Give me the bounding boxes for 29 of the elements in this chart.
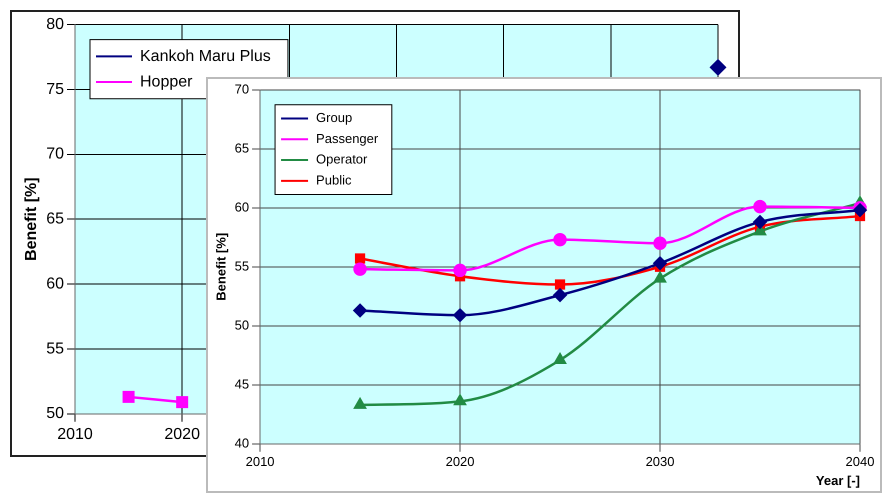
x-tick-label: 2020	[446, 454, 474, 470]
y-tick-label: 55	[46, 340, 64, 358]
y-tick-label: 70	[46, 146, 64, 163]
y-axis-title: Benefit [%]	[23, 177, 40, 261]
legend-label: Kankoh Maru Plus	[140, 48, 271, 65]
legend-label: Hopper	[140, 73, 194, 90]
y-tick-label: 70	[234, 81, 250, 96]
y-tick-label: 55	[234, 258, 250, 274]
legend-label: Passenger	[316, 130, 379, 146]
y-axis-title: Benefit [%]	[213, 232, 228, 301]
legend-label: Public	[316, 172, 352, 188]
legend-label: Group	[316, 110, 352, 126]
y-tick-label: 40	[234, 435, 250, 450]
y-tick-label: 60	[234, 199, 250, 214]
y-tick-label: 50	[234, 317, 250, 332]
x-tick-label: 2030	[646, 454, 674, 470]
y-tick-label: 60	[46, 275, 64, 292]
x-tick-label: 2010	[57, 426, 93, 443]
y-tick-label: 65	[46, 210, 64, 228]
y-tick-label: 80	[46, 16, 64, 34]
x-tick-label: 2040	[846, 454, 874, 470]
y-tick-label: 45	[234, 376, 250, 392]
y-tick-label: 65	[234, 140, 250, 156]
y-tick-label: 75	[46, 80, 64, 98]
legend-label: Operator	[316, 152, 368, 167]
y-tick-label: 50	[46, 405, 64, 422]
x-axis-title: Year [-]	[816, 472, 860, 488]
x-tick-label: 2020	[164, 426, 200, 443]
x-tick-label: 2010	[246, 454, 275, 470]
